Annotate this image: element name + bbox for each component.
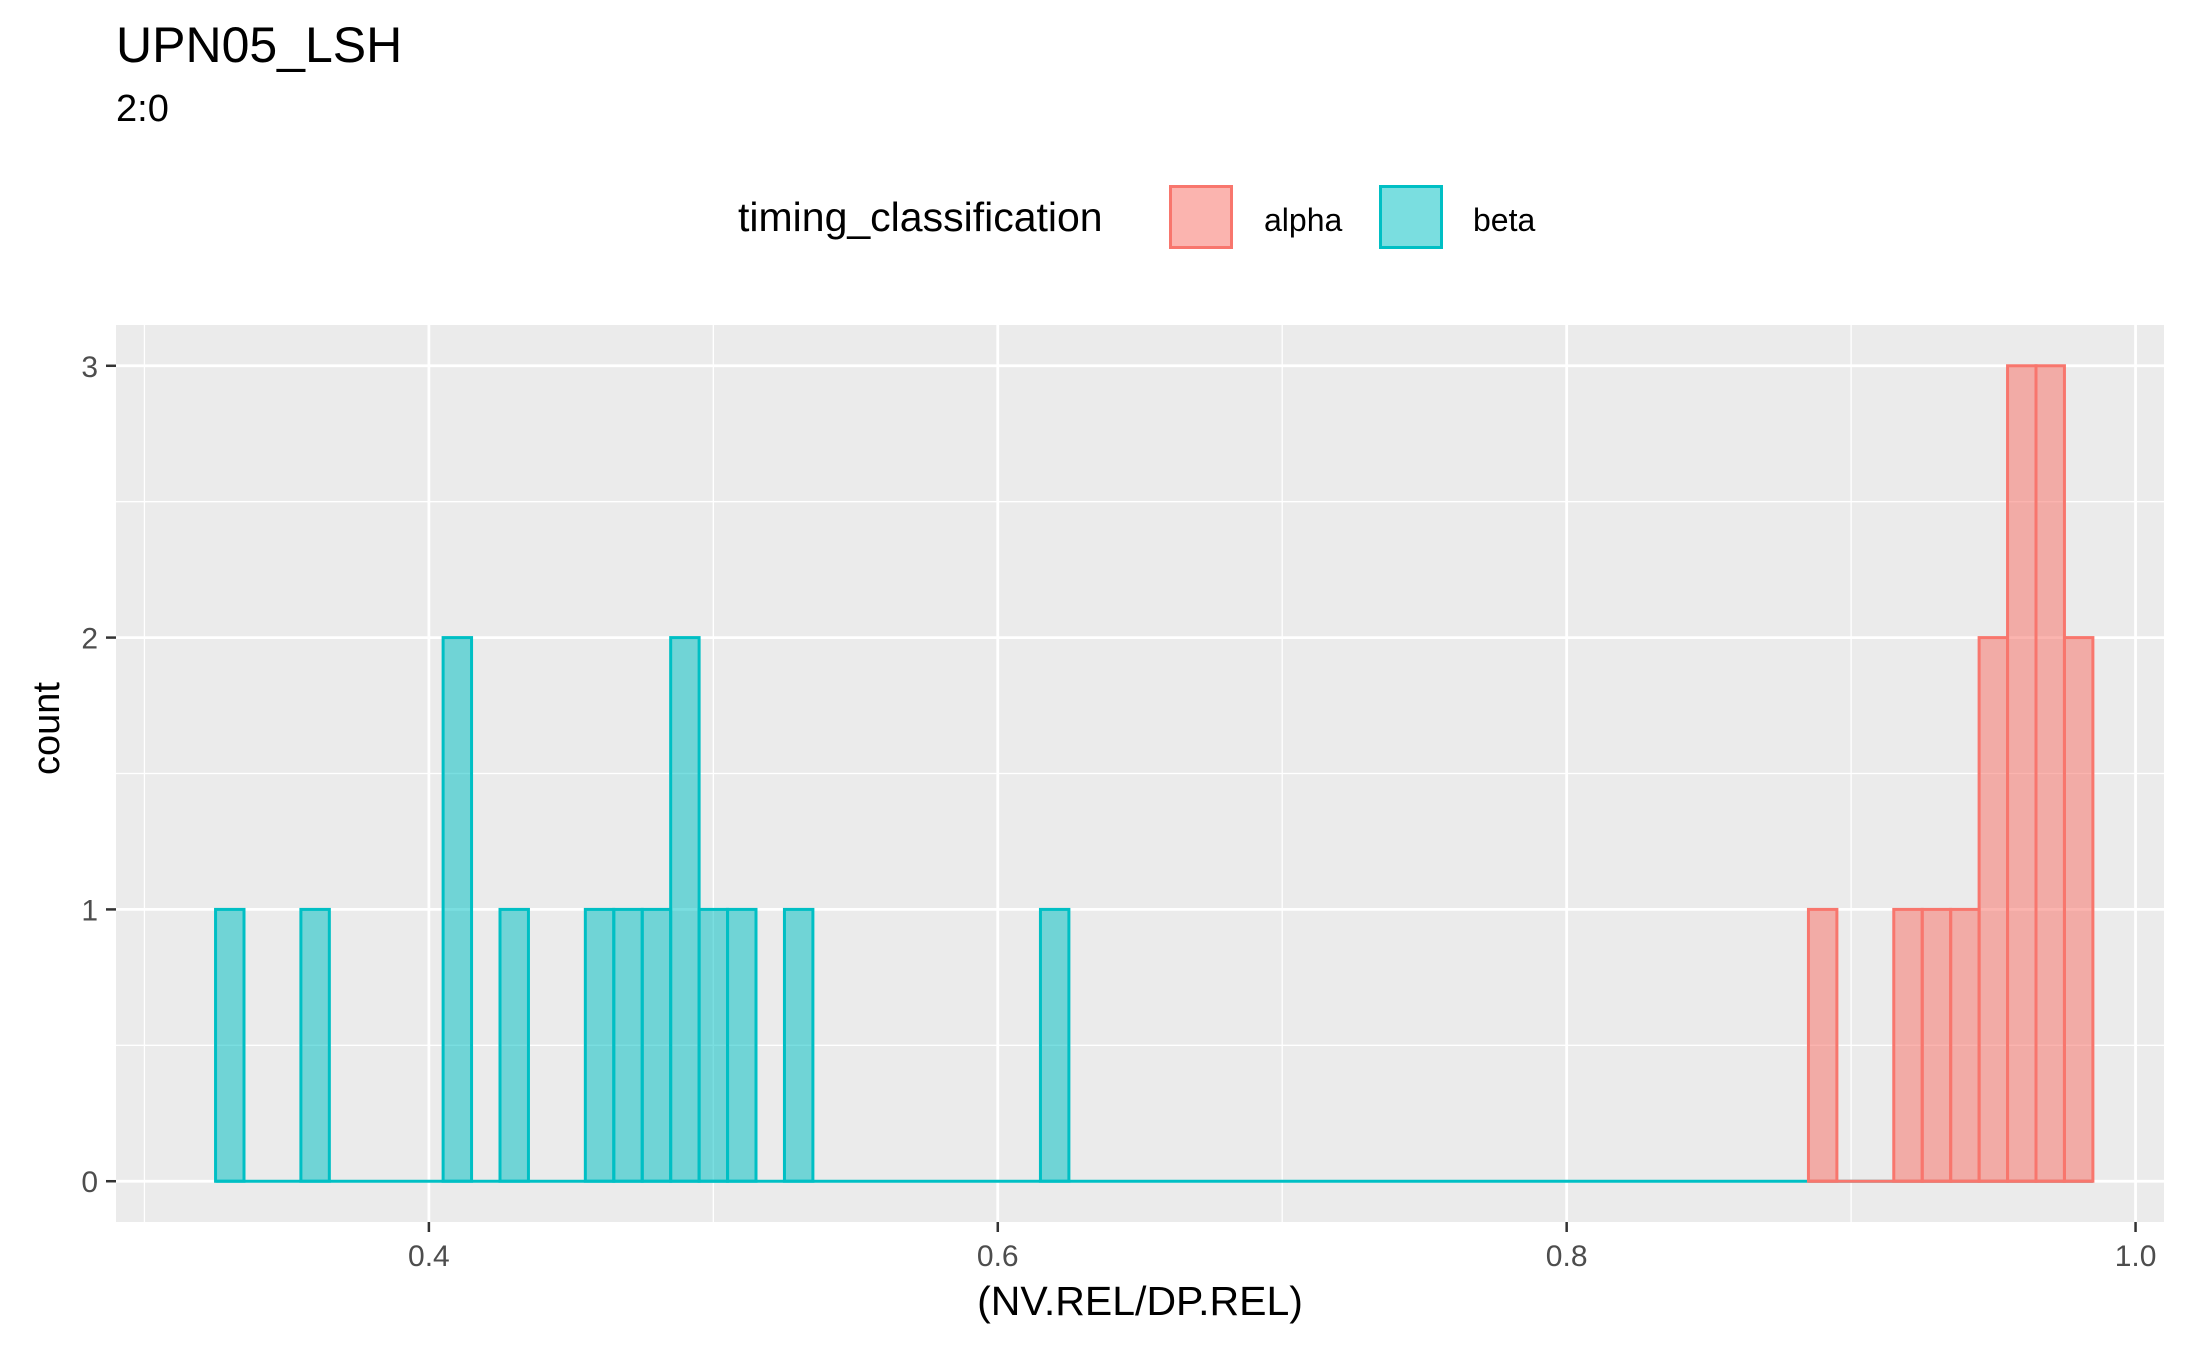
histogram-bar-beta [1038, 907, 1071, 1183]
legend-key-beta [1379, 185, 1443, 249]
legend-label-alpha: alpha [1264, 202, 1343, 238]
histogram-bar-beta [726, 907, 758, 1183]
x-tick-label: 1.0 [2115, 1240, 2157, 1273]
y-axis-label: count [26, 682, 68, 775]
histogram-bar-beta [782, 907, 815, 1183]
histogram-bar-beta [441, 636, 474, 1183]
histogram-bar-alpha [2006, 364, 2038, 1183]
histogram-bar-alpha [1920, 907, 1953, 1183]
y-tick-label: 2 [81, 623, 98, 656]
histogram-bar-beta [214, 907, 246, 1183]
chart-title: UPN05_LSH [116, 17, 403, 73]
legend-title: timing_classification [738, 194, 1103, 240]
y-tick-label: 0 [81, 1166, 98, 1199]
histogram-bar-alpha [2062, 636, 2095, 1183]
histogram-bar-alpha [1977, 636, 2010, 1183]
histogram-bar-beta [498, 907, 530, 1183]
legend-key-alpha [1169, 185, 1233, 249]
y-tick-label: 1 [81, 894, 98, 927]
x-tick-label: 0.8 [1546, 1240, 1588, 1273]
x-tick-label: 0.6 [977, 1240, 1019, 1273]
histogram-bar-beta [669, 636, 701, 1183]
histogram-bar-beta [640, 907, 673, 1183]
x-tick-label: 0.4 [408, 1240, 450, 1273]
histogram-bar-beta [299, 907, 331, 1183]
histogram-bar-alpha [1949, 907, 1981, 1183]
chart-subtitle: 2:0 [116, 88, 169, 130]
histogram-bar-beta [583, 907, 616, 1183]
y-tick-label: 3 [81, 351, 98, 384]
legend: timing_classification alpha beta [0, 180, 2187, 260]
histogram-bar-beta [697, 907, 730, 1183]
histogram-bar-alpha [1892, 907, 1924, 1183]
legend-label-beta: beta [1473, 202, 1536, 238]
histogram-bar-alpha [1806, 907, 1839, 1183]
histogram-bar-beta [612, 907, 644, 1183]
x-axis-label: (NV.REL/DP.REL) [977, 1278, 1303, 1324]
histogram-bar-alpha [2034, 364, 2066, 1183]
